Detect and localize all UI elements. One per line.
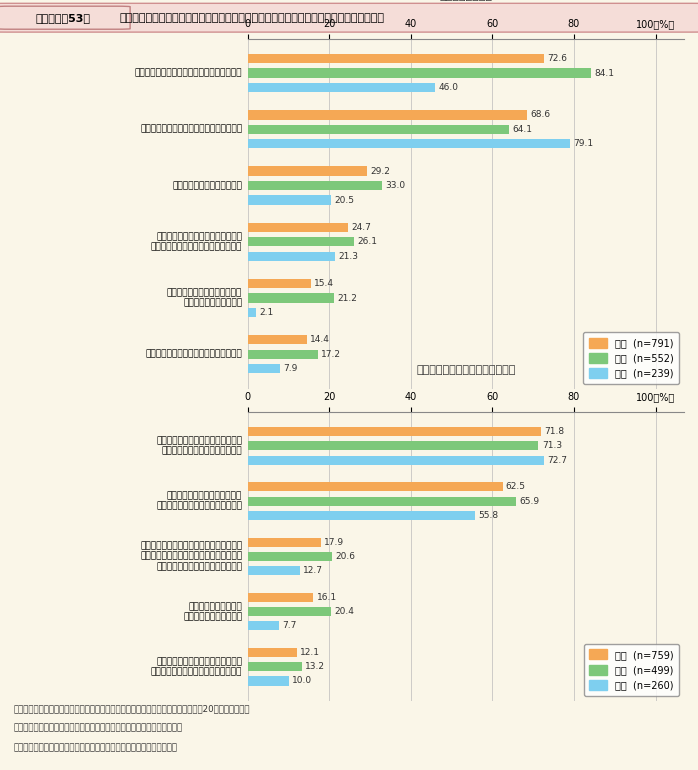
Text: 64.1: 64.1: [512, 125, 533, 134]
Bar: [248, 482, 503, 491]
Bar: [248, 223, 348, 232]
Text: 2.1: 2.1: [260, 308, 274, 317]
Text: 10.0: 10.0: [292, 676, 312, 685]
Text: ３．「その他」「わからない」「無回答」は表示していない。: ３．「その他」「わからない」「無回答」は表示していない。: [14, 743, 178, 752]
Text: 72.6: 72.6: [547, 54, 567, 63]
Text: 20.6: 20.6: [335, 552, 355, 561]
Text: 7.7: 7.7: [283, 621, 297, 630]
Bar: [248, 293, 334, 303]
Text: 24.7: 24.7: [352, 223, 371, 232]
Text: 72.7: 72.7: [547, 456, 567, 464]
Bar: [248, 621, 279, 631]
Text: 79.1: 79.1: [574, 139, 594, 149]
Text: 17.9: 17.9: [324, 537, 344, 547]
Text: 16.1: 16.1: [317, 593, 337, 602]
Bar: [248, 364, 280, 373]
Text: 7.9: 7.9: [283, 364, 297, 373]
Bar: [248, 83, 436, 92]
Bar: [248, 511, 475, 520]
Text: 29.2: 29.2: [370, 166, 390, 176]
FancyBboxPatch shape: [0, 6, 130, 29]
Title: 〈育児休業制度〉: 〈育児休業制度〉: [440, 0, 492, 2]
Text: 26.1: 26.1: [357, 237, 378, 246]
Text: 33.0: 33.0: [385, 181, 406, 190]
Bar: [248, 308, 256, 317]
Bar: [248, 497, 517, 506]
Bar: [248, 69, 591, 78]
Bar: [248, 566, 299, 575]
Text: 17.2: 17.2: [321, 350, 341, 359]
Bar: [248, 552, 332, 561]
Text: 55.8: 55.8: [479, 511, 498, 520]
Bar: [248, 593, 313, 602]
Text: 62.5: 62.5: [506, 483, 526, 491]
Text: 12.7: 12.7: [303, 566, 323, 575]
Bar: [248, 139, 570, 149]
Bar: [248, 648, 297, 657]
Legend: 総数  (n=759), 女性  (n=499), 男性  (n=260): 総数 (n=759), 女性 (n=499), 男性 (n=260): [584, 644, 679, 696]
Text: 68.6: 68.6: [530, 110, 551, 119]
Bar: [248, 54, 544, 63]
Text: 71.8: 71.8: [544, 427, 564, 437]
Bar: [248, 252, 334, 261]
Text: 71.3: 71.3: [542, 441, 562, 450]
Bar: [248, 676, 288, 685]
Bar: [248, 350, 318, 359]
Text: 20.5: 20.5: [334, 196, 355, 205]
Text: 育児休業制度及び育児のための短時間勤務制度を利用したい理由（性別）（複数回答）: 育児休業制度及び育児のための短時間勤務制度を利用したい理由（性別）（複数回答）: [120, 13, 385, 22]
Text: 65.9: 65.9: [520, 497, 540, 506]
Bar: [248, 110, 528, 119]
Bar: [248, 279, 311, 288]
Legend: 総数  (n=791), 女性  (n=552), 男性  (n=239): 総数 (n=791), 女性 (n=552), 男性 (n=239): [584, 332, 679, 384]
Bar: [248, 662, 302, 671]
Bar: [248, 237, 354, 246]
Bar: [248, 125, 509, 134]
Text: 13.2: 13.2: [305, 662, 325, 671]
Bar: [248, 441, 538, 450]
Text: 15.4: 15.4: [314, 279, 334, 288]
Text: 21.2: 21.2: [338, 293, 357, 303]
Text: ２．各制度を「利用したいと思う」と回答した従業員について。: ２．各制度を「利用したいと思う」と回答した従業員について。: [14, 724, 183, 732]
Text: 12.1: 12.1: [300, 648, 320, 657]
Bar: [248, 181, 383, 190]
Bar: [248, 456, 544, 464]
Text: 第１－特－53図: 第１－特－53図: [36, 13, 91, 22]
Bar: [248, 537, 321, 547]
FancyBboxPatch shape: [0, 3, 698, 32]
Bar: [248, 166, 367, 176]
Text: 46.0: 46.0: [438, 83, 459, 92]
Text: 21.3: 21.3: [338, 252, 358, 261]
Text: 14.4: 14.4: [310, 335, 329, 344]
Text: 84.1: 84.1: [594, 69, 614, 78]
Text: 20.4: 20.4: [334, 607, 354, 616]
Bar: [248, 607, 331, 616]
Title: 〈育児のための短時間勤務制度〉: 〈育児のための短時間勤務制度〉: [416, 365, 516, 375]
Bar: [248, 196, 332, 205]
Text: （備考）１．厚生労働省「今後の仕事と家庭の両立支援に関する調査結果」（平成20年）より作成。: （備考）１．厚生労働省「今後の仕事と家庭の両立支援に関する調査結果」（平成20年…: [14, 704, 251, 713]
Bar: [248, 335, 306, 344]
Bar: [248, 427, 540, 437]
